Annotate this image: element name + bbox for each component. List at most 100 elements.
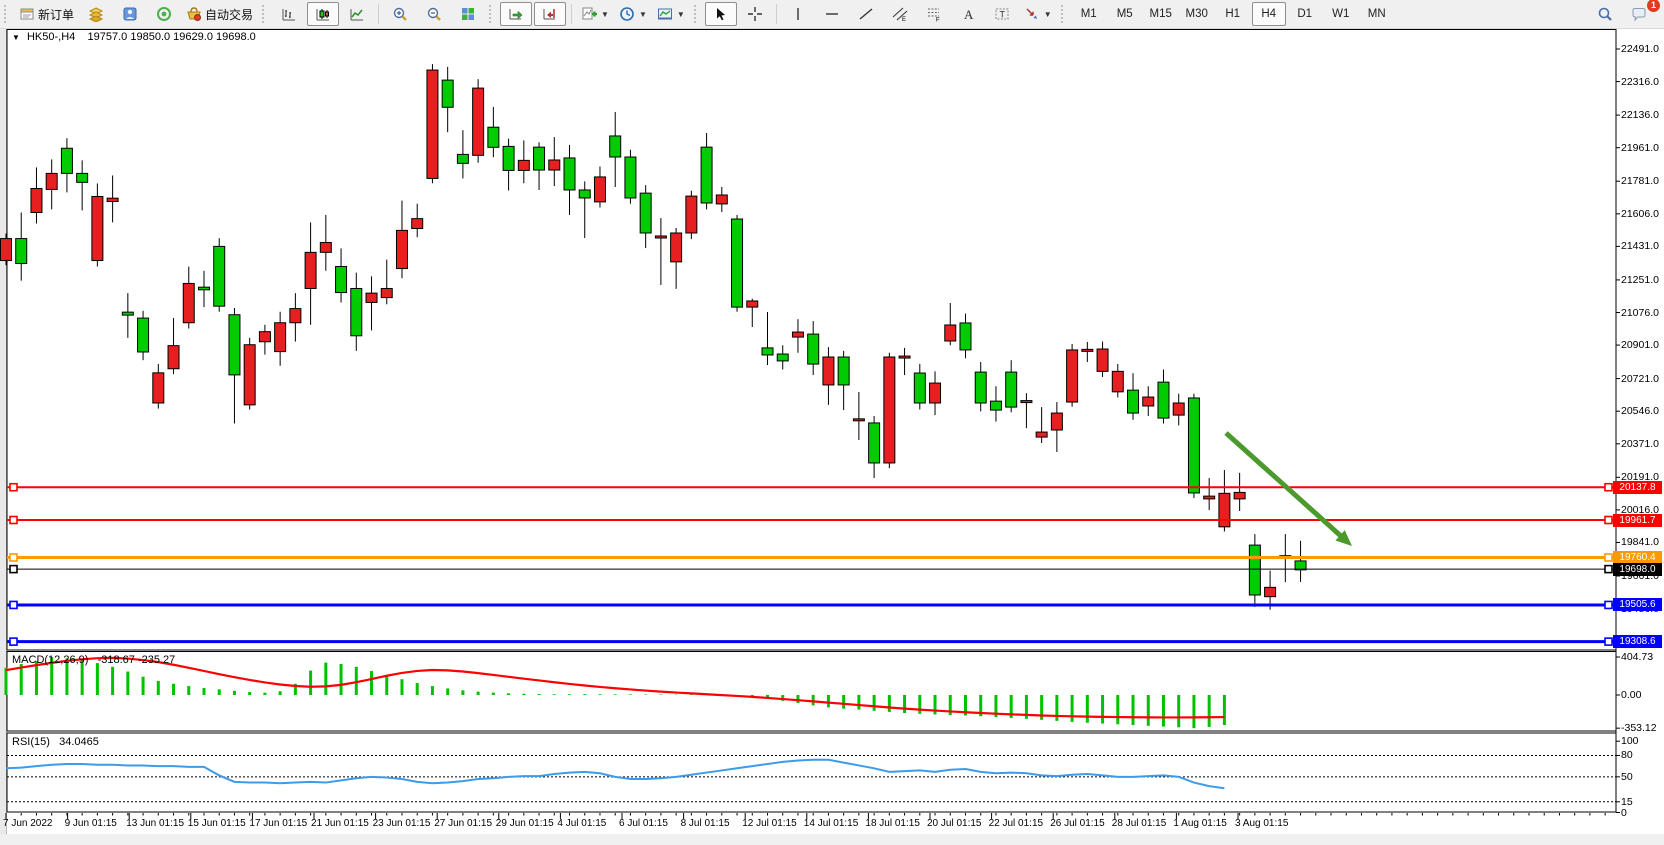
- line-handle[interactable]: [9, 637, 18, 646]
- candle: [624, 156, 637, 199]
- layers-button[interactable]: [80, 2, 112, 26]
- level-price-label: 20137.8: [1613, 480, 1662, 494]
- candle: [959, 322, 972, 351]
- cursor-button[interactable]: [704, 2, 737, 26]
- candle: [228, 314, 241, 376]
- cursor-icon: [716, 8, 725, 21]
- line-handle[interactable]: [1604, 515, 1613, 525]
- timeframe-button-MN[interactable]: MN: [1367, 8, 1386, 20]
- line-handle[interactable]: [9, 515, 18, 525]
- timeframe-button-M30[interactable]: M30: [1185, 8, 1208, 20]
- timeframe-button-D1[interactable]: D1: [1297, 8, 1313, 20]
- line-handle[interactable]: [1604, 553, 1613, 562]
- price-axis-tick: 19841.0: [1621, 536, 1659, 549]
- tile-windows-icon: [462, 8, 475, 20]
- symbol-dropdown-icon[interactable]: ▼: [12, 33, 20, 42]
- timeframe-button-M1[interactable]: M1: [1080, 8, 1097, 20]
- line-handle[interactable]: [9, 600, 18, 610]
- time-axis-label: 13 Jun 01:15: [126, 818, 185, 829]
- text-button[interactable]: A: [952, 2, 984, 26]
- horizontal-line-button[interactable]: [816, 2, 848, 26]
- zoom-in-icon: [393, 7, 407, 21]
- add-indicator-button[interactable]: ▼: [577, 2, 613, 26]
- price-axis-tick: 21251.0: [1621, 273, 1659, 286]
- auto-trading-button[interactable]: 自动交易: [182, 2, 257, 26]
- arrows-button[interactable]: ▼: [1020, 2, 1056, 26]
- candlestick-icon: [316, 9, 330, 21]
- time-axis-label: 9 Jun 01:15: [64, 818, 117, 829]
- candle: [837, 356, 850, 386]
- rsi-indicator-label: RSI(15) 34.0465: [12, 736, 99, 748]
- line-chart-icon: [350, 9, 364, 21]
- timeframe-button-M5[interactable]: M5: [1116, 8, 1133, 20]
- line-handle[interactable]: [1604, 637, 1613, 646]
- zoom-out-button[interactable]: [418, 2, 450, 26]
- candle: [1127, 389, 1140, 414]
- time-axis-label: 7 Jun 2022: [3, 818, 53, 829]
- svg-text:A: A: [964, 7, 974, 22]
- rsi-axis-tick: 80: [1621, 749, 1633, 762]
- price-axis-tick: 21606.0: [1621, 207, 1659, 220]
- candle: [563, 157, 576, 191]
- candle: [731, 218, 744, 308]
- line-handle[interactable]: [1604, 600, 1613, 610]
- new-order-button[interactable]: 新订单: [15, 2, 78, 26]
- search-button[interactable]: [1589, 2, 1621, 26]
- timeframe-button-H4[interactable]: H4: [1251, 2, 1286, 26]
- zoom-in-button[interactable]: [384, 2, 416, 26]
- candle: [304, 251, 317, 289]
- navigator-button[interactable]: [114, 2, 146, 26]
- time-axis-label: 26 Jul 01:15: [1050, 818, 1105, 829]
- line-chart-button[interactable]: [341, 2, 373, 26]
- line-handle[interactable]: [9, 564, 18, 574]
- market-sound-button[interactable]: [148, 2, 180, 26]
- timeframe-button-W1[interactable]: W1: [1332, 8, 1350, 20]
- candle: [76, 172, 89, 183]
- template-button[interactable]: ▼: [653, 2, 689, 26]
- vertical-line-button[interactable]: [782, 2, 814, 26]
- rsi-line: [5, 758, 1225, 790]
- fibonacci-button[interactable]: F: [918, 2, 950, 26]
- timeframe-button-M15[interactable]: M15: [1149, 8, 1172, 20]
- candle: [91, 195, 104, 262]
- line-handle[interactable]: [9, 482, 18, 492]
- time-axis-label: 23 Jun 01:15: [372, 818, 431, 829]
- candle: [685, 195, 698, 234]
- candle: [1142, 396, 1155, 407]
- crosshair-button[interactable]: [739, 2, 771, 26]
- auto-trading-label: 自动交易: [205, 7, 254, 22]
- auto-scroll-button[interactable]: [500, 2, 533, 26]
- chart-title: ▼ HK50-,H4 19757.0 19850.0 19629.0 19698…: [12, 31, 256, 43]
- candlestick-chart-button[interactable]: [307, 2, 340, 26]
- level-price-label: 19961.7: [1613, 513, 1662, 527]
- chart-shift-button[interactable]: [534, 2, 567, 26]
- toolbar-separator: [378, 4, 380, 24]
- trendline-button[interactable]: [850, 2, 882, 26]
- candle: [411, 218, 424, 230]
- line-handle[interactable]: [9, 553, 18, 562]
- candle: [274, 322, 287, 353]
- line-handle[interactable]: [1604, 482, 1613, 492]
- candle: [1005, 371, 1018, 408]
- toolbar-grip: [489, 5, 495, 23]
- macd-values: -318.67 -235.27: [97, 654, 176, 666]
- timeframe-button-H1[interactable]: H1: [1225, 8, 1241, 20]
- rsi-axis-tick: 15: [1621, 795, 1633, 808]
- notifications-button[interactable]: 1: [1623, 0, 1660, 26]
- periods-clock-button[interactable]: ▼: [615, 2, 651, 26]
- tile-windows-button[interactable]: [452, 2, 484, 26]
- price-axis-tick: 21076.0: [1621, 306, 1659, 319]
- label-button[interactable]: T: [986, 2, 1018, 26]
- candle: [197, 286, 210, 291]
- time-axis-label: 22 Jul 01:15: [988, 818, 1044, 829]
- trend-arrow[interactable]: [1224, 431, 1344, 539]
- channel-button[interactable]: E: [884, 2, 916, 26]
- candle: [106, 197, 119, 203]
- candle: [1020, 400, 1033, 404]
- bar-chart-button[interactable]: [273, 2, 305, 26]
- new-order-label: 新订单: [38, 7, 75, 22]
- auto-scroll-icon: [509, 9, 523, 20]
- line-handle[interactable]: [1604, 564, 1613, 574]
